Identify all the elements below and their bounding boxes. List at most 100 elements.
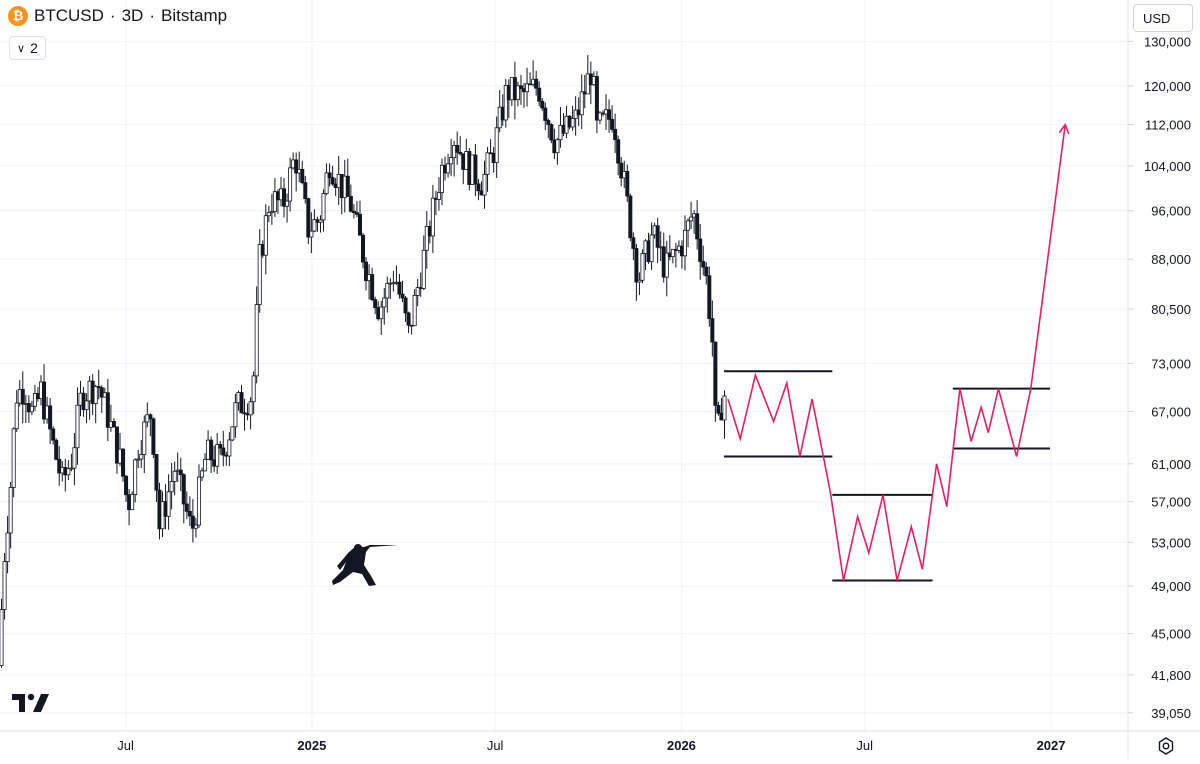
indicator-count: 2 [30,40,38,56]
x-tick-label: Jul [117,738,134,753]
candle-body [154,454,159,491]
candle-body [105,392,110,428]
y-tick-label: 53,000 [1151,535,1191,550]
symbol-header[interactable]: ₿ BTCUSD · 3D · Bitstamp [8,6,227,26]
candle-body [306,198,311,238]
candle-body [114,426,119,464]
candle-body [345,175,350,197]
candle-body [321,193,326,221]
candle-body [494,127,499,164]
candles [0,55,727,668]
candle-body [610,118,615,130]
candle-body [133,459,138,495]
candle-body [5,532,10,562]
candle-body [254,304,259,377]
candle-body [634,248,639,283]
candle-body [51,428,56,441]
candle-body [689,216,694,222]
candle-body [485,152,490,175]
tradingview-logo-icon[interactable] [12,692,50,714]
level-lines [723,370,1051,582]
candle-body [272,191,277,212]
y-tick-label: 39,050 [1151,706,1191,721]
candle-body [701,261,706,268]
candle-body [406,312,411,326]
candle-body [713,341,718,406]
candle-body [430,197,435,237]
x-axis-labels: Jul 2025 Jul 2026 Jul 2027 [117,738,1065,753]
candle-body [139,454,144,460]
candle-body [181,474,186,505]
candle-body [330,177,335,185]
candle-body [288,167,293,202]
candle-body [628,195,633,239]
candle-body [121,448,126,477]
candle-body [196,476,201,526]
candle-body [20,389,25,405]
candle-body [637,279,642,283]
y-axis-labels: 130,000 120,000 112,000 104,000 96,000 88,000… [1144,34,1191,720]
candle-body [32,393,37,407]
candle-body [266,212,271,217]
candle-body [200,470,205,478]
candle-body [172,470,177,482]
settings-gear-icon[interactable] [1156,736,1176,756]
candle-body [42,381,47,420]
y-tick-label: 61,000 [1151,457,1191,472]
y-tick-label: 104,000 [1144,159,1191,174]
candle-body [221,447,226,456]
candle-body [324,172,329,194]
candle-body [397,281,402,295]
candle-body [242,412,247,415]
candle-body [379,306,384,320]
candle-body [169,481,174,493]
candle-body [412,295,417,327]
candle-body [178,469,183,476]
candle-body [436,192,441,200]
candle-body [534,78,539,89]
candle-body [473,154,478,185]
candle-body [69,467,74,470]
candle-body [72,447,77,469]
candle-body [251,375,256,403]
bitcoin-icon: ₿ [8,6,28,26]
grid-lines [0,0,1128,731]
x-tick-label: 2025 [297,738,326,753]
candle-body [57,458,62,474]
candle-body [357,213,362,236]
candle-body [649,234,654,263]
candle-body [48,405,53,430]
legend-toggle-button[interactable]: ∨ 2 [9,36,46,60]
candle-body [619,162,624,179]
y-tick-label: 67,000 [1151,404,1191,419]
candle-body [424,226,429,251]
candle-body [303,182,308,200]
candle-body [124,475,129,496]
candle-body [309,230,314,238]
candle-body [707,275,712,320]
candle-body [515,85,520,101]
candle-body [543,107,548,121]
currency-button[interactable]: USD [1133,4,1193,32]
candle-body [695,213,700,240]
candle-body [594,76,599,121]
candle-body [66,468,71,476]
candle-body [203,458,208,472]
candle-body [455,144,460,153]
x-tick-label: Jul [856,738,873,753]
candle-body [613,128,618,141]
candle-body [616,139,621,164]
candle-body [704,266,709,277]
candle-body [370,274,375,300]
candle-body [136,458,141,461]
currency-label: USD [1143,10,1171,26]
candle-body [421,249,426,289]
candle-body [446,163,451,174]
y-tick-label: 80,500 [1151,302,1191,317]
x-tick-label: 2027 [1037,738,1066,753]
candle-body [96,386,101,389]
candle-body [142,421,147,455]
projection-path [727,122,1070,581]
